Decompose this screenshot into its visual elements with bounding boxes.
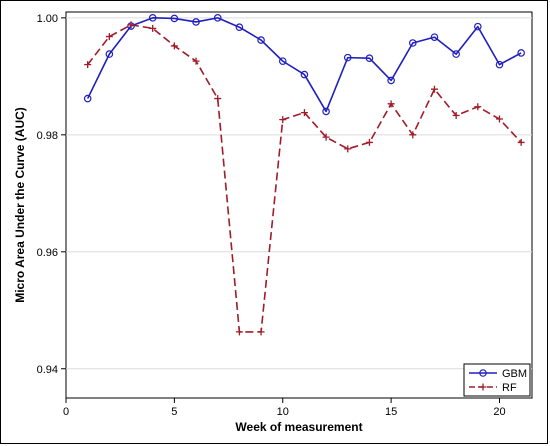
series-line-rf	[87, 24, 522, 333]
data-point-rf	[192, 57, 200, 65]
data-point-rf	[214, 95, 222, 103]
grid-lines	[66, 17, 532, 370]
data-point-rf	[279, 116, 287, 124]
data-point-rf	[300, 109, 308, 117]
data-point-rf	[387, 100, 395, 108]
data-point-rf	[474, 103, 482, 111]
data-point-rf	[430, 85, 438, 93]
data-point-gbm	[517, 49, 525, 57]
x-tick-label: 5	[171, 406, 177, 418]
y-axis: 0.94 0.96 0.98 1.00	[37, 13, 66, 376]
legend: GBM RF	[463, 363, 531, 397]
data-point-rf	[495, 115, 503, 123]
data-point-gbm	[387, 76, 395, 85]
data-point-gbm	[408, 39, 417, 47]
y-tick-label: 0.94	[37, 364, 58, 376]
data-point-gbm	[495, 60, 504, 69]
y-axis-title: Micro Area Under the Curve (AUC)	[13, 107, 27, 303]
data-point-gbm	[430, 33, 439, 41]
legend-item-rf: RF	[469, 382, 517, 394]
data-point-rf	[170, 42, 178, 50]
y-tick-label: 0.98	[37, 130, 58, 142]
data-point-rf	[257, 328, 265, 336]
x-tick-label: 20	[493, 406, 505, 418]
data-point-rf	[235, 328, 243, 336]
data-point-gbm	[105, 50, 114, 58]
data-point-gbm	[83, 94, 92, 103]
legend-marker-rf	[479, 383, 487, 391]
data-point-gbm	[452, 50, 460, 58]
data-point-gbm	[170, 14, 179, 23]
data-point-rf	[365, 138, 373, 146]
series-gbm	[83, 14, 525, 116]
data-point-gbm	[278, 57, 287, 65]
legend-box	[463, 363, 531, 397]
legend-item-gbm: GBM	[469, 368, 527, 380]
data-point-rf	[344, 145, 352, 153]
data-point-gbm	[474, 22, 482, 31]
data-point-rf	[127, 21, 135, 29]
data-point-rf	[105, 33, 113, 41]
x-tick-label: 0	[63, 406, 69, 418]
x-tick-label: 15	[385, 406, 397, 418]
x-axis: 0 5 10 15 20	[63, 398, 506, 418]
data-point-rf	[149, 24, 157, 32]
legend-marker-gbm	[479, 369, 487, 377]
series-line-gbm	[86, 17, 522, 113]
series-rf	[84, 21, 525, 336]
plot-area	[65, 11, 533, 399]
data-point-gbm	[235, 23, 244, 32]
y-tick-label: 0.96	[37, 247, 58, 259]
data-point-gbm	[322, 107, 330, 116]
y-tick-label: 1.00	[37, 13, 58, 25]
data-point-gbm	[148, 14, 157, 22]
x-tick-label: 10	[277, 406, 289, 418]
legend-label-gbm: GBM	[502, 368, 527, 380]
data-point-rf	[322, 133, 330, 141]
data-point-rf	[517, 138, 525, 146]
data-point-gbm	[192, 18, 200, 26]
data-point-gbm	[365, 54, 374, 63]
data-point-gbm	[257, 36, 265, 44]
data-point-rf	[452, 112, 460, 120]
data-point-rf	[409, 131, 417, 139]
data-point-gbm	[343, 53, 352, 62]
data-point-gbm	[300, 70, 309, 79]
data-point-gbm	[213, 14, 222, 22]
series-layer	[83, 14, 525, 336]
x-axis-title: Week of measurement	[235, 420, 362, 434]
legend-label-rf: RF	[502, 382, 517, 394]
data-point-rf	[84, 61, 92, 69]
